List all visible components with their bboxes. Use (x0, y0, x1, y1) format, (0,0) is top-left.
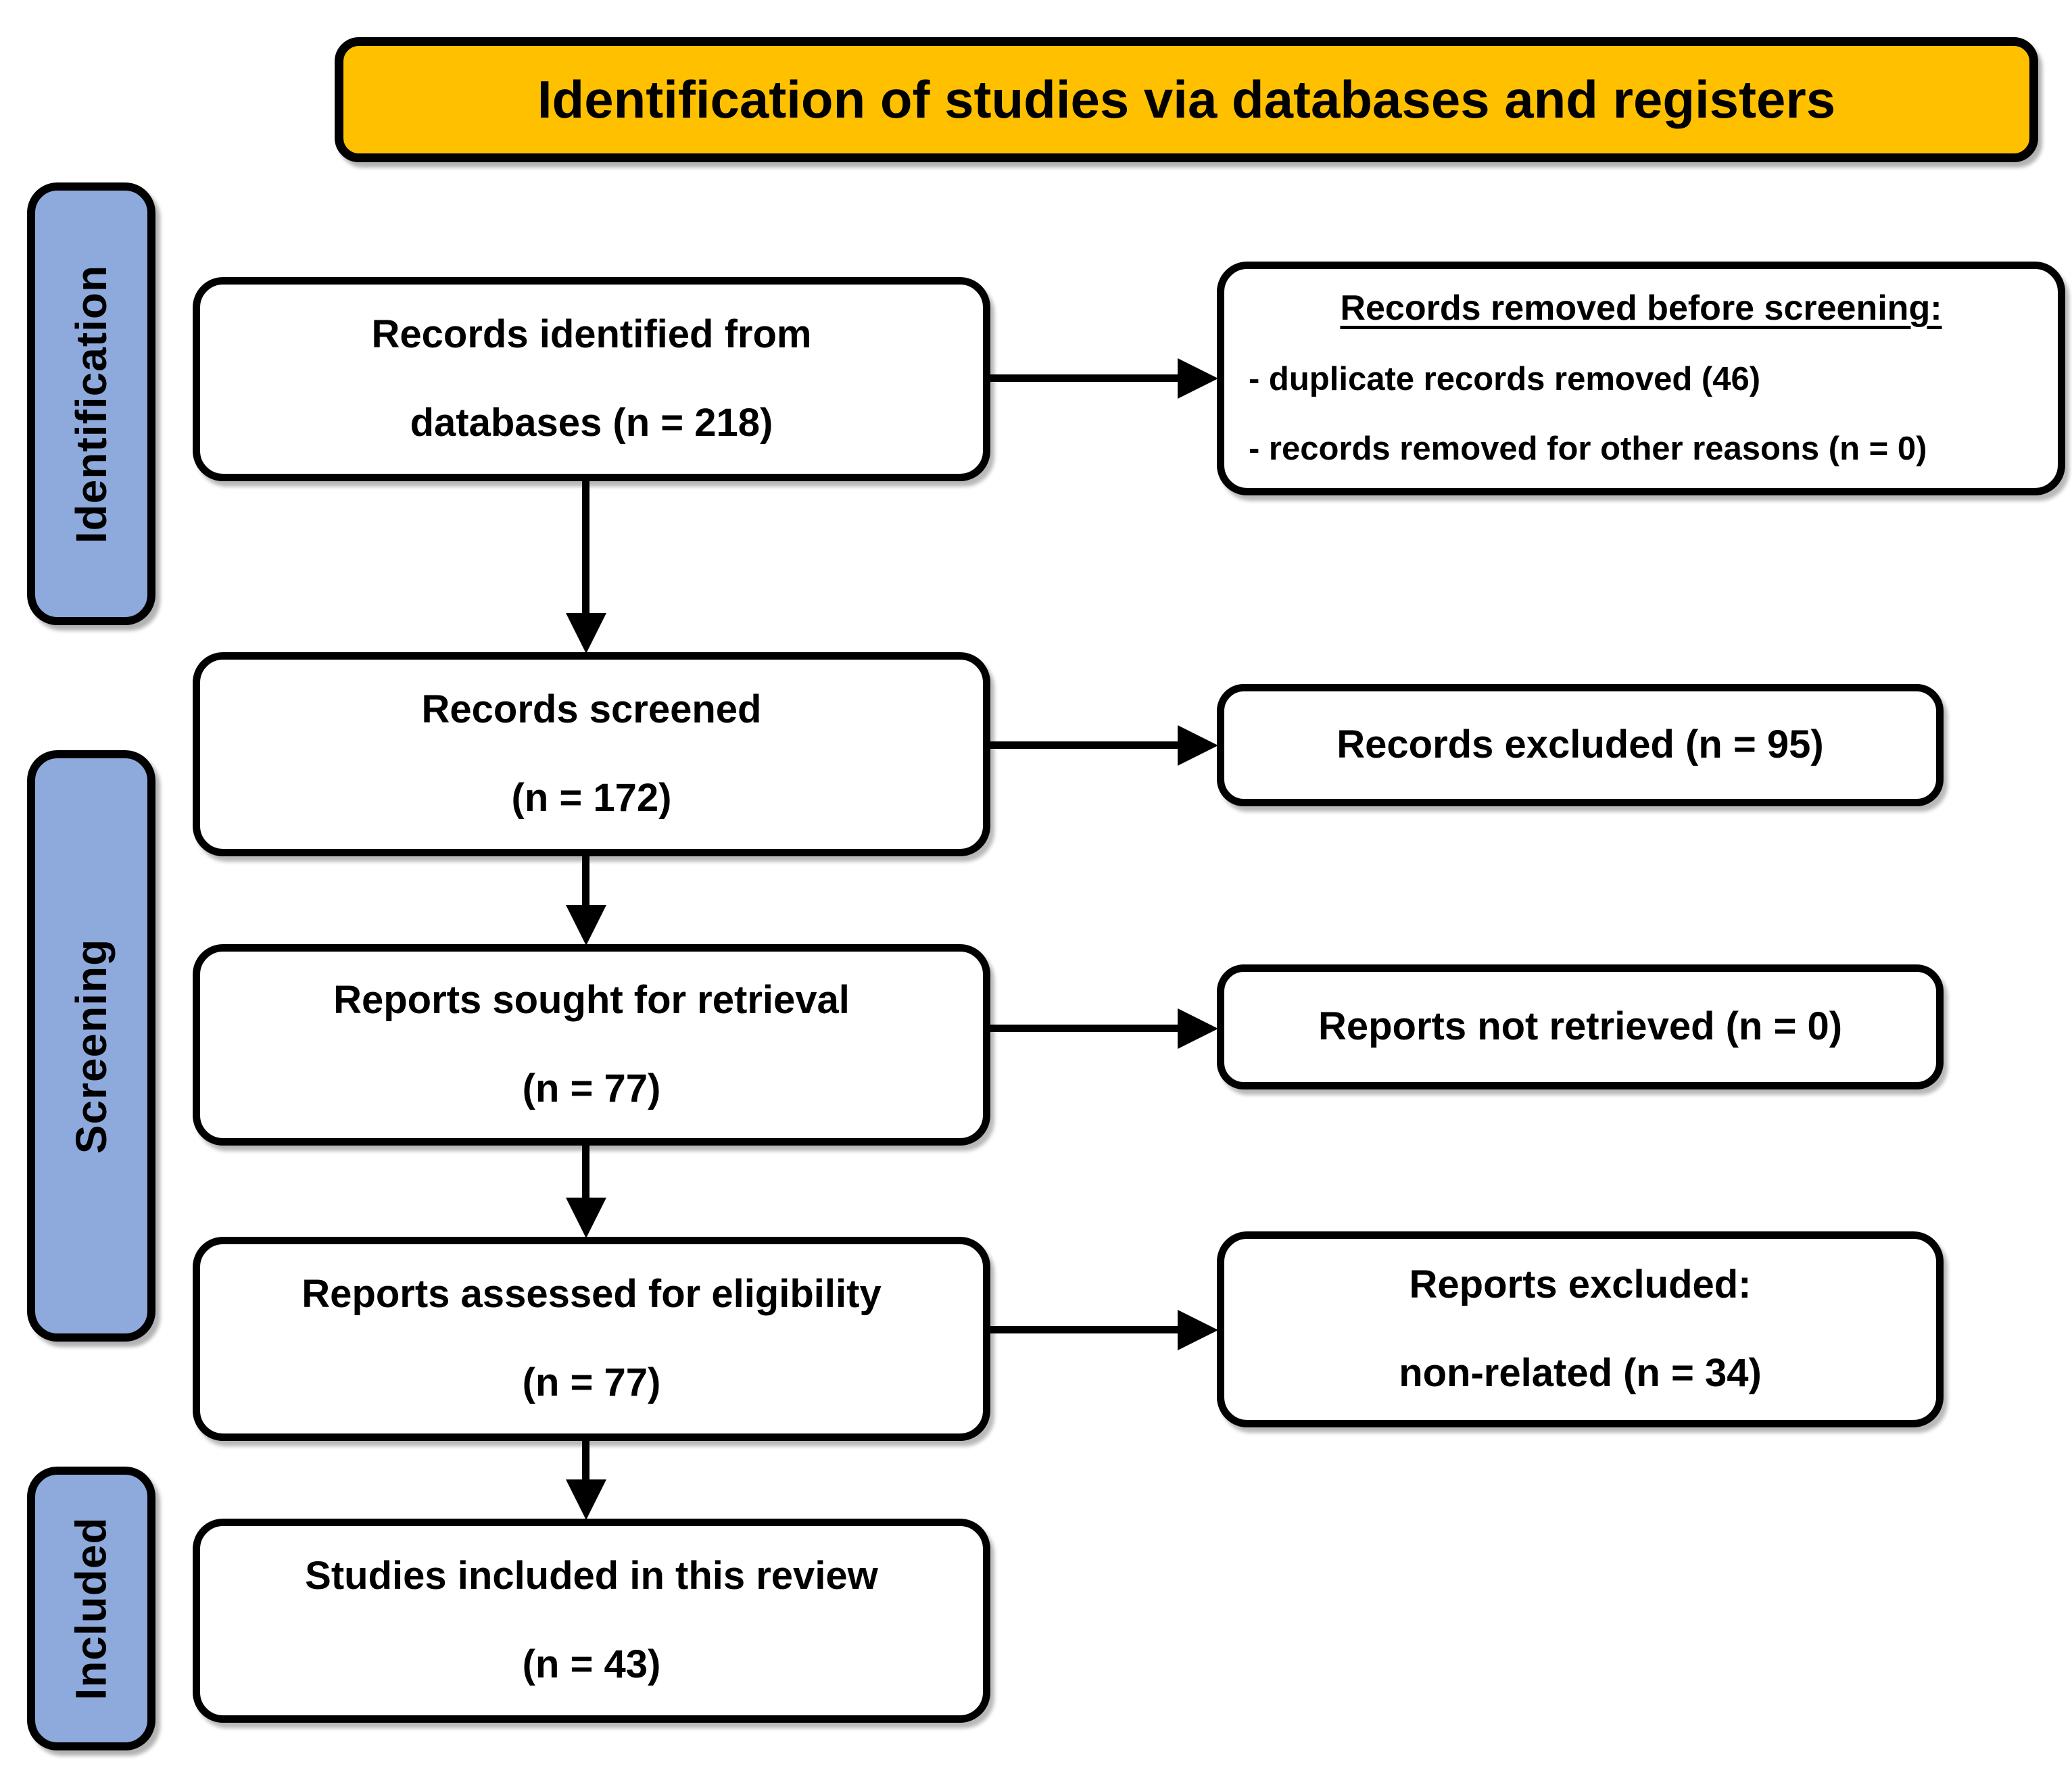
arrowhead-sought-to-assessed (566, 1198, 606, 1238)
reports-assessed-line2: (n = 77) (522, 1360, 661, 1404)
arrowhead-sought-to-not-retrieved (1178, 1008, 1218, 1049)
records-identified-line2: databases (n = 218) (410, 401, 773, 445)
reports-not-retrieved-text: Reports not retrieved (n = 0) (1318, 1004, 1843, 1049)
records-removed-bullet-other-reasons: - records removed for other reasons (n =… (1249, 431, 1927, 468)
reports-assessed-line1: Reports assessed for eligibility (302, 1272, 882, 1317)
arrow-line-sought-to-assessed (582, 1144, 589, 1199)
arrowhead-screened-to-sought (566, 905, 606, 946)
stage-included-text: Included (67, 1517, 116, 1700)
side-box-reports-not-retrieved: Reports not retrieved (n = 0) (1217, 964, 1944, 1089)
stage-screening-text: Screening (67, 938, 116, 1154)
stage-label-included: Included (27, 1467, 155, 1750)
diagram-title: Identification of studies via databases … (537, 70, 1836, 129)
arrowhead-identified-to-removed (1178, 358, 1218, 399)
flow-box-records-screened: Records screened (n = 172) (193, 652, 990, 856)
arrowhead-assessed-to-reports-excluded (1178, 1310, 1218, 1350)
flow-box-records-identified: Records identified from databases (n = 2… (193, 277, 990, 481)
reports-excluded-line2: non-related (n = 34) (1399, 1351, 1762, 1395)
reports-excluded-line1: Reports excluded: (1409, 1262, 1752, 1307)
arrow-line-assessed-to-included (582, 1440, 589, 1481)
arrow-line-sought-to-not-retrieved (990, 1025, 1179, 1032)
records-screened-line2: (n = 172) (511, 776, 672, 820)
arrowhead-screened-to-excluded (1178, 725, 1218, 766)
side-box-records-excluded: Records excluded (n = 95) (1217, 684, 1944, 806)
arrow-line-identified-to-screened (582, 480, 589, 614)
arrowhead-assessed-to-included (566, 1479, 606, 1520)
stage-label-screening: Screening (27, 750, 155, 1342)
arrow-line-identified-to-removed (990, 374, 1179, 382)
records-removed-bullet-duplicates: - duplicate records removed (46) (1249, 360, 1761, 397)
side-box-reports-excluded: Reports excluded: non-related (n = 34) (1217, 1231, 1944, 1427)
arrow-line-screened-to-sought (582, 856, 589, 906)
studies-included-line2: (n = 43) (522, 1642, 661, 1686)
records-identified-line1: Records identified from (371, 312, 812, 357)
flow-box-studies-included: Studies included in this review (n = 43) (193, 1519, 990, 1723)
records-removed-heading: Records removed before screening: (1340, 289, 1942, 328)
arrow-line-screened-to-excluded (990, 741, 1179, 749)
flow-box-reports-assessed: Reports assessed for eligibility (n = 77… (193, 1237, 990, 1441)
arrowhead-identified-to-screened (566, 613, 606, 654)
reports-sought-line1: Reports sought for retrieval (333, 978, 850, 1023)
reports-sought-line2: (n = 77) (522, 1066, 661, 1110)
stage-identification-text: Identification (67, 264, 116, 543)
records-excluded-text: Records excluded (n = 95) (1336, 722, 1824, 767)
stage-label-identification: Identification (27, 182, 155, 625)
arrow-line-assessed-to-reports-excluded (990, 1326, 1179, 1333)
studies-included-line1: Studies included in this review (305, 1554, 878, 1598)
title-banner: Identification of studies via databases … (335, 37, 2038, 162)
records-screened-line1: Records screened (421, 687, 762, 732)
flow-box-reports-sought: Reports sought for retrieval (n = 77) (193, 944, 990, 1146)
side-box-records-removed: Records removed before screening: - dupl… (1217, 262, 2065, 495)
